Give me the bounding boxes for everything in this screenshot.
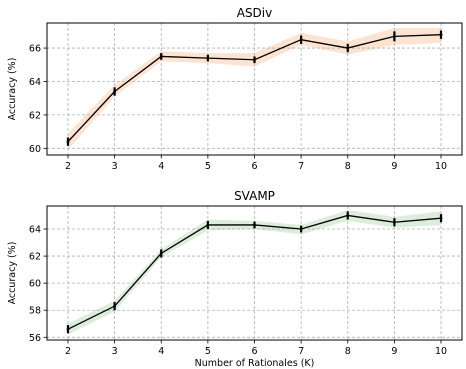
data-point [113, 304, 117, 308]
x-tick-label: 6 [251, 161, 257, 172]
x-tick-label: 9 [391, 161, 397, 172]
x-tick-label: 8 [345, 161, 351, 172]
x-tick-label: 10 [435, 161, 447, 172]
x-tick-label: 4 [158, 161, 164, 172]
data-point [439, 33, 443, 37]
x-tick-label: 2 [65, 346, 71, 357]
chart-title: ASDiv [237, 6, 273, 20]
x-tick-label: 10 [435, 346, 447, 357]
y-tick-label: 62 [29, 252, 41, 263]
y-tick-label: 62 [29, 110, 41, 121]
data-point [206, 223, 210, 227]
x-tick-label: 3 [112, 346, 118, 357]
data-point [253, 223, 256, 227]
y-tick-label: 56 [29, 333, 41, 344]
data-point [392, 34, 396, 38]
data-point [392, 220, 396, 224]
data-point [113, 90, 117, 93]
data-point [346, 46, 350, 50]
data-point [66, 327, 70, 331]
data-point [299, 227, 303, 231]
asdiv-panel: 2 3 4 5 6 7 8 9 10 60 62 64 66 ASDiv Accuracy (%) [7, 6, 463, 172]
x-tick-label: 8 [345, 346, 351, 357]
x-tick-label: 2 [65, 161, 71, 172]
y-tick-label: 60 [29, 144, 41, 155]
data-point [159, 55, 163, 58]
x-axis-label: Number of Rationales (K) [195, 358, 315, 369]
x-tick-label: 4 [158, 346, 164, 357]
y-tick-label: 66 [29, 44, 41, 55]
x-tick-label: 5 [205, 161, 211, 172]
chart-title: SVAMP [234, 189, 275, 203]
data-point [299, 38, 303, 42]
data-point [66, 140, 70, 144]
x-tick-label: 6 [251, 346, 257, 357]
data-point [253, 58, 256, 62]
data-point [346, 214, 350, 217]
x-tick-label: 5 [205, 346, 211, 357]
data-point [206, 56, 210, 60]
x-tick-label: 9 [391, 346, 397, 357]
x-tick-label: 3 [112, 161, 118, 172]
confidence-band [67, 210, 442, 335]
y-tick-label: 64 [29, 77, 41, 88]
y-tick-label: 58 [29, 306, 41, 317]
y-tick-label: 64 [29, 225, 41, 236]
y-tick-label: 60 [29, 279, 41, 290]
y-axis-label: Accuracy (%) [7, 242, 18, 305]
x-tick-label: 7 [298, 161, 304, 172]
y-axis-label: Accuracy (%) [7, 58, 18, 121]
data-point [159, 251, 163, 255]
x-tick-label: 7 [298, 346, 304, 357]
data-point [439, 216, 443, 220]
